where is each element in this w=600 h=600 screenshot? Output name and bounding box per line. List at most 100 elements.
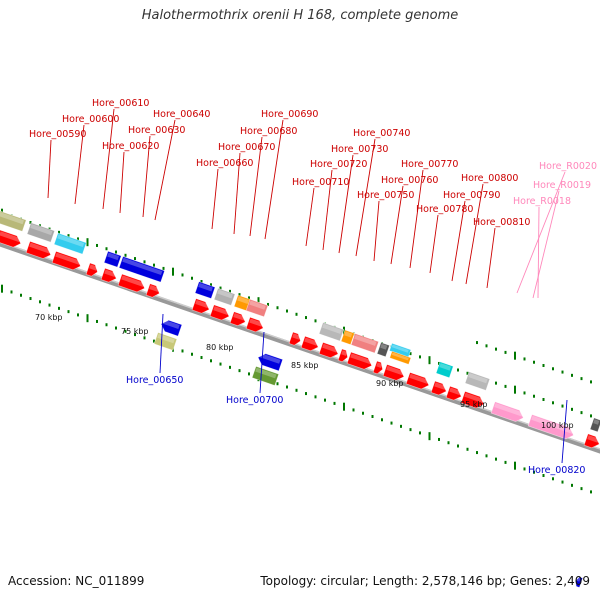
gene-label: Hore_00590 — [29, 129, 86, 140]
gene-box-shape — [103, 250, 122, 268]
gene-arrow-shape — [51, 250, 81, 271]
gene-arrow — [300, 335, 319, 352]
gene-box-shine — [237, 296, 250, 304]
gene-box-shape — [350, 333, 380, 354]
gene-box-shape — [435, 361, 454, 379]
gene-box — [464, 371, 491, 391]
gene-arrow — [25, 240, 52, 259]
gene-box-shine — [391, 344, 409, 353]
gene-arrow-shape — [405, 372, 430, 390]
gene-arrow-shine — [587, 435, 600, 443]
gene-arrow-shape — [229, 311, 246, 327]
gene-arrow-shape — [460, 391, 485, 409]
leader-line — [390, 185, 404, 265]
gene-arrow — [382, 364, 405, 381]
leader-line — [373, 200, 380, 262]
gene-label-reverse: Hore_00820 — [528, 465, 585, 476]
gene-box — [589, 417, 600, 433]
gene-arrow-shine — [149, 285, 160, 292]
gene-box — [245, 298, 269, 318]
gene-arrow-shape — [583, 433, 600, 449]
gene-label: Hore_00790 — [443, 190, 500, 201]
leader-line — [211, 168, 219, 230]
leader-line — [142, 135, 151, 218]
gene-arrow-reverse — [575, 576, 584, 588]
gene-arrow-shape — [25, 240, 52, 259]
gene-box-shine — [255, 367, 277, 379]
gene-box-shine — [249, 300, 266, 310]
gene-arrow — [372, 360, 383, 375]
leader-line-rna — [516, 171, 566, 294]
gene-arrow-shape — [318, 342, 339, 359]
leader-line — [264, 119, 284, 240]
gene-box-shine — [593, 419, 600, 425]
gene-labels: Hore_00590 Hore_00600 Hore_00610 Hore_00620… — [29, 98, 597, 476]
gene-box-shape — [26, 222, 56, 243]
rna-arrow-shine — [494, 403, 524, 417]
gene-arrow — [0, 229, 22, 248]
gene-arrow — [191, 298, 210, 314]
gene-box-shape — [318, 322, 345, 342]
rna-arrow-shape — [490, 401, 524, 422]
leader-line — [74, 124, 85, 205]
leader-line — [119, 151, 125, 214]
gene-arrow — [245, 316, 264, 333]
leader-line — [305, 187, 315, 247]
gene-box — [318, 322, 345, 342]
gene-label: Hore_00740 — [353, 128, 410, 139]
leader-line — [249, 136, 263, 237]
gene-arrow-shape — [191, 298, 210, 314]
gene-arrow — [288, 331, 301, 346]
gene-box — [340, 329, 355, 346]
gene-label: Hore_00780 — [416, 204, 473, 215]
rna-gene-label: Hore_R0020 — [539, 161, 597, 172]
leader-line — [486, 227, 496, 289]
gene-label: Hore_00610 — [92, 98, 149, 109]
gene-label: Hore_00680 — [240, 126, 297, 137]
leader-line-reverse — [259, 331, 265, 394]
accession-text: Accession: NC_011899 — [8, 574, 145, 588]
gene-arrow — [209, 304, 230, 321]
leader-line — [102, 108, 115, 210]
gene-label: Hore_00660 — [196, 158, 253, 169]
gene-arrow-shape — [300, 335, 319, 352]
gene-arrow — [346, 351, 373, 370]
gene-arrow-shine — [104, 269, 117, 278]
gene-arrow-shine — [213, 306, 229, 315]
gene-arrow-shape — [430, 380, 447, 396]
gene-label: Hore_00710 — [292, 177, 349, 188]
gene-arrow-shine — [29, 242, 51, 254]
gene-label: Hore_00600 — [62, 114, 119, 125]
gene-box-shape — [53, 232, 87, 255]
leader-line-rna — [532, 190, 560, 299]
gene-arrow-shine — [434, 382, 447, 390]
leader-line-reverse — [561, 399, 568, 464]
gene-arrow-shape — [85, 262, 98, 277]
gene-arrow-shape — [209, 304, 230, 321]
leader-line-rna — [537, 206, 540, 299]
gene-arrow-shine — [249, 318, 263, 327]
gene-arrow-shine — [386, 365, 404, 376]
gene-label: Hore_00620 — [102, 141, 159, 152]
gene-label-reverse: Hore_00650 — [126, 375, 183, 386]
gene-arrow-shine — [376, 362, 383, 368]
gene-arrow — [460, 391, 485, 409]
gene-arrow-shine — [322, 343, 338, 353]
kbp-label: 95 kbp — [460, 400, 488, 409]
gene-label: Hore_00810 — [473, 217, 530, 228]
gene-arrow-shine — [464, 392, 484, 403]
gene-arrow-shine — [233, 313, 246, 321]
gene-box-shape — [389, 350, 412, 365]
rna-arrow-shine — [531, 415, 574, 434]
gene-label-reverse: Hore_00700 — [226, 395, 283, 406]
kbp-label: 80 kbp — [206, 343, 234, 352]
gene-box — [376, 342, 390, 358]
gene-box-shine — [0, 210, 24, 225]
gene-box — [213, 287, 236, 306]
gene-box — [26, 222, 56, 243]
gene-arrow-shape — [372, 360, 383, 375]
gene-arrow-shine — [121, 275, 145, 287]
genome-summary-text: Topology: circular; Length: 2,578,146 bp… — [260, 574, 590, 588]
rna-arrow — [490, 401, 524, 422]
